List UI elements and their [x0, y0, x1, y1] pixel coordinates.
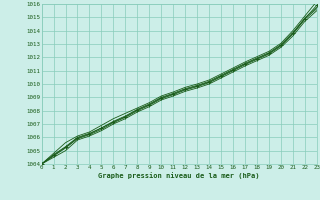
X-axis label: Graphe pression niveau de la mer (hPa): Graphe pression niveau de la mer (hPa)	[99, 172, 260, 179]
